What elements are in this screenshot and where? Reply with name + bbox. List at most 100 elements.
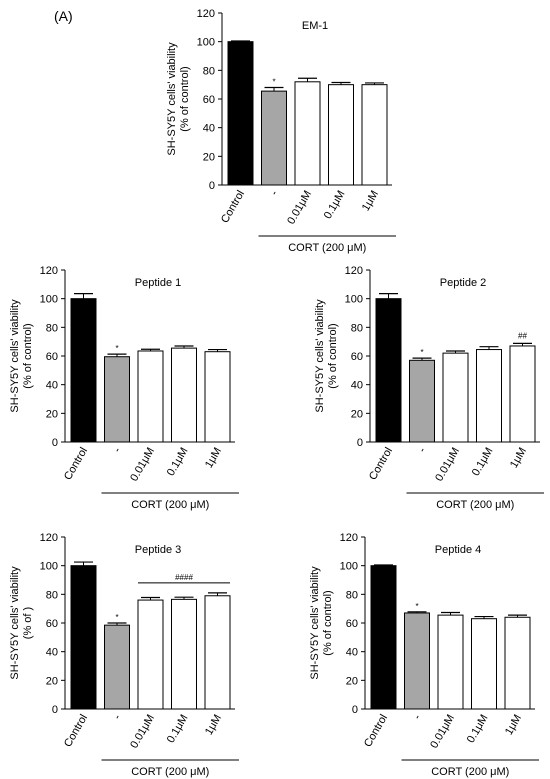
bar (361, 84, 388, 186)
y-tick-label: 0 (52, 704, 58, 716)
bar (370, 565, 397, 710)
y-tick-label: 60 (203, 94, 215, 106)
y-tick-label: 60 (46, 618, 58, 630)
y-axis-label: SH-SY5Y cells' viability (314, 299, 326, 413)
bar (328, 84, 354, 186)
x-tick-label: 0.01μM (128, 713, 157, 751)
x-tick-label: Control (362, 713, 390, 750)
bar (204, 351, 231, 443)
y-axis-label: SH-SY5Y cells' viability (9, 566, 21, 680)
y-tick-label: 40 (46, 380, 58, 392)
bar (504, 616, 531, 710)
x-tick-label: Control (62, 446, 90, 483)
bar (227, 41, 254, 186)
x-tick-label: - (411, 712, 423, 721)
significance-annotation: * (115, 344, 118, 353)
chart-panel-2: Peptide 1 0 20 40 60 80 100 120 SH-SY5Y cells' v… (9, 265, 239, 511)
y-tick-label: 40 (46, 647, 58, 659)
y-tick-label: 100 (340, 561, 358, 573)
y-tick-label: 100 (40, 294, 58, 306)
group-label: CORT (200 μM) (436, 499, 514, 511)
x-tick-label: - (111, 445, 123, 454)
x-tick-label: 1μM (508, 446, 529, 471)
y-tick-label: 80 (46, 589, 58, 601)
significance-annotation: * (272, 78, 275, 87)
significance-annotation: * (415, 602, 418, 611)
significance-annotation: ## (518, 331, 527, 340)
chart-panel-4: Peptide 3 0 20 40 60 80 100 120 SH-SY5Y cells' v… (9, 532, 239, 778)
bar (404, 612, 430, 710)
bar (204, 595, 231, 710)
y-tick-label: 80 (46, 322, 58, 334)
y-tick-label: 60 (46, 351, 58, 363)
group-label: CORT (200 μM) (131, 766, 209, 778)
x-tick-label: Control (367, 446, 395, 483)
y-tick-label: 80 (351, 322, 363, 334)
bar (137, 350, 164, 443)
y-tick-label: 120 (40, 265, 58, 277)
x-tick-label: - (111, 712, 123, 721)
x-tick-label: Control (62, 713, 90, 750)
bar (171, 347, 197, 443)
y-axis-label: (% of ) (22, 607, 34, 639)
bar (442, 352, 469, 443)
bar (171, 598, 197, 710)
x-tick-label: 0.01μM (285, 189, 314, 227)
chart-panel-5: Peptide 4 0 20 40 60 80 100 120 SH-SY5Y cells' v… (309, 532, 539, 778)
chart-title: Peptide 4 (435, 544, 481, 556)
y-axis-label: (% of control) (322, 590, 334, 655)
x-tick-label: 0.1μM (470, 446, 496, 479)
bar (104, 624, 130, 710)
x-tick-label: Control (219, 189, 247, 226)
y-tick-label: 120 (40, 532, 58, 544)
bar (471, 618, 497, 710)
y-tick-label: 0 (352, 704, 358, 716)
y-tick-label: 0 (52, 437, 58, 449)
y-axis-label: (% of control) (327, 323, 339, 388)
y-tick-label: 20 (46, 408, 58, 420)
significance-annotation: * (420, 348, 423, 357)
x-tick-label: 0.01μM (428, 713, 457, 751)
group-label: CORT (200 μM) (431, 766, 509, 778)
significance-annotation: #### (175, 573, 193, 582)
y-axis-label: (% of control) (179, 66, 191, 131)
bar (476, 349, 502, 443)
bar (137, 599, 164, 710)
bar (437, 614, 464, 710)
significance-annotation: * (115, 613, 118, 622)
bar (70, 298, 97, 443)
bar (294, 81, 321, 186)
y-tick-label: 120 (197, 8, 215, 20)
y-tick-label: 0 (209, 180, 215, 192)
y-tick-label: 60 (346, 618, 358, 630)
chart-title: EM-1 (302, 20, 328, 32)
y-tick-label: 100 (345, 294, 363, 306)
x-tick-label: 0.01μM (128, 446, 157, 484)
y-tick-label: 80 (203, 65, 215, 77)
bar (104, 356, 130, 443)
x-tick-label: 1μM (503, 713, 524, 738)
y-tick-label: 60 (351, 351, 363, 363)
y-tick-label: 120 (340, 532, 358, 544)
y-tick-label: 100 (40, 561, 58, 573)
chart-title: Peptide 2 (440, 277, 486, 289)
x-tick-label: 0.1μM (322, 189, 348, 222)
y-tick-label: 40 (203, 123, 215, 135)
y-tick-label: 40 (346, 647, 358, 659)
group-label: CORT (200 μM) (131, 499, 209, 511)
x-tick-label: 1μM (360, 189, 381, 214)
y-axis-label: SH-SY5Y cells' viability (309, 566, 321, 680)
x-tick-label: 0.01μM (433, 446, 462, 484)
chart-title: Peptide 3 (135, 544, 181, 556)
y-tick-label: 80 (346, 589, 358, 601)
x-tick-label: 1μM (203, 713, 224, 738)
bar (375, 298, 402, 443)
group-label: CORT (200 μM) (288, 242, 366, 254)
bar (509, 345, 536, 443)
x-tick-label: 1μM (203, 446, 224, 471)
y-tick-label: 120 (345, 265, 363, 277)
y-tick-label: 20 (46, 675, 58, 687)
y-tick-label: 40 (351, 380, 363, 392)
x-tick-label: - (416, 445, 428, 454)
